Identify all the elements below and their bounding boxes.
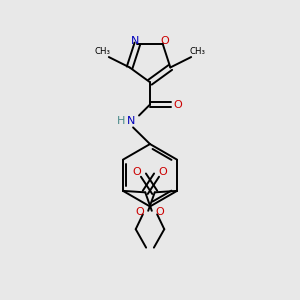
- Text: O: O: [156, 207, 164, 217]
- Text: O: O: [160, 36, 169, 46]
- Text: O: O: [174, 100, 182, 110]
- Text: O: O: [136, 207, 144, 217]
- Text: N: N: [131, 36, 139, 46]
- Text: N: N: [127, 116, 136, 126]
- Text: O: O: [159, 167, 167, 177]
- Text: CH₃: CH₃: [190, 47, 206, 56]
- Text: O: O: [133, 167, 141, 177]
- Text: H: H: [116, 116, 125, 126]
- Text: CH₃: CH₃: [94, 47, 110, 56]
